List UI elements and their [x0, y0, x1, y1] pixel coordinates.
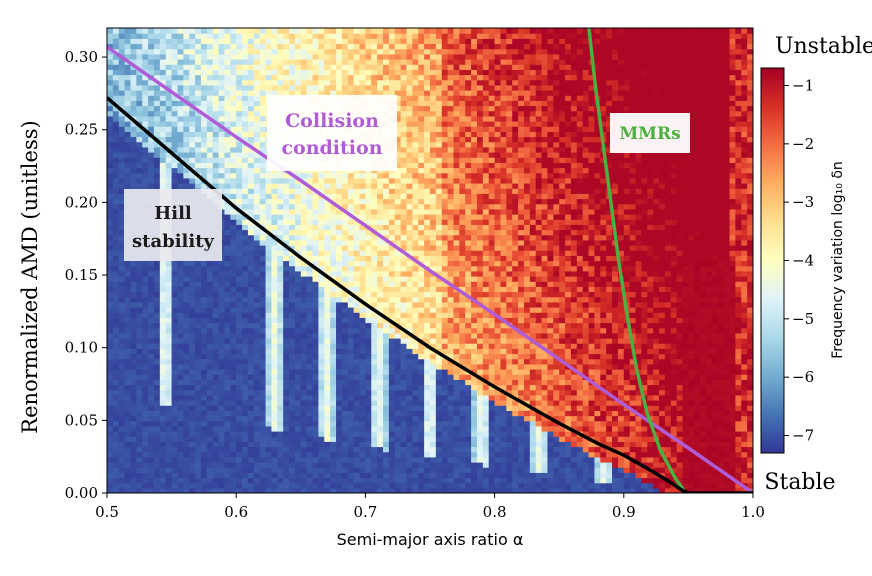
hill-label-line1: Hill	[154, 203, 192, 224]
y-tick-label: 0.10	[65, 339, 98, 357]
colorbar-tick-label: −7	[792, 427, 814, 445]
y-tick-label: 0.05	[65, 411, 98, 429]
colorbar-tick-label: −5	[792, 310, 814, 328]
y-tick-label: 0.00	[65, 484, 98, 502]
mmrs-annotation: MMRs	[610, 113, 690, 153]
colorbar-tick-label: −4	[792, 252, 814, 270]
colorbar-gradient	[760, 67, 785, 454]
collision-label-line1: Collision	[285, 110, 379, 132]
hill-stability-annotation: Hill stability	[124, 189, 222, 261]
x-tick-label: 0.7	[353, 503, 377, 521]
hill-stability-curve	[107, 96, 753, 493]
x-tick-label: 0.9	[612, 503, 636, 521]
x-tick-label: 0.6	[224, 503, 248, 521]
colorbar-ticks: −1 −2 −3 −4 −5 −6 −7	[784, 77, 814, 445]
x-tick-label: 0.8	[483, 503, 507, 521]
y-axis-label: Renormalized AMD (unitless)	[18, 120, 42, 433]
hill-label-line2: stability	[132, 231, 215, 252]
y-axis-ticks: 0.00 0.05 0.10 0.15 0.20 0.25 0.30	[65, 48, 107, 502]
y-tick-label: 0.20	[65, 193, 98, 211]
colorbar-tick-label: −2	[792, 135, 814, 153]
colorbar-label: Frequency variation log₁₀ δn	[830, 161, 846, 359]
colorbar-tick-label: −3	[792, 193, 814, 211]
colorbar-tick-label: −1	[792, 77, 814, 95]
x-axis-label: Semi-major axis ratio α	[337, 530, 524, 549]
annotations-layer: Collision condition Hill stability MMRs	[124, 95, 690, 261]
x-tick-label: 1.0	[741, 503, 765, 521]
y-tick-label: 0.15	[65, 266, 98, 284]
curves-layer	[107, 28, 753, 493]
collision-condition-curve	[107, 45, 753, 493]
colorbar-tick-label: −6	[792, 368, 814, 386]
y-tick-label: 0.25	[65, 121, 98, 139]
collision-condition-annotation: Collision condition	[267, 95, 397, 171]
mmrs-label: MMRs	[619, 124, 680, 144]
x-tick-label: 0.5	[95, 503, 119, 521]
unstable-label: Unstable	[775, 34, 872, 59]
colorbar: −1 −2 −3 −4 −5 −6 −7 Frequency variation log₁₀…	[760, 34, 872, 495]
y-tick-label: 0.30	[65, 48, 98, 66]
x-axis-ticks: 0.5 0.6 0.7 0.8 0.9 1.0	[95, 493, 765, 521]
collision-label-line2: condition	[281, 137, 382, 159]
plot-frame	[106, 27, 754, 494]
mmrs-curve	[587, 28, 688, 493]
stable-label: Stable	[764, 470, 835, 495]
